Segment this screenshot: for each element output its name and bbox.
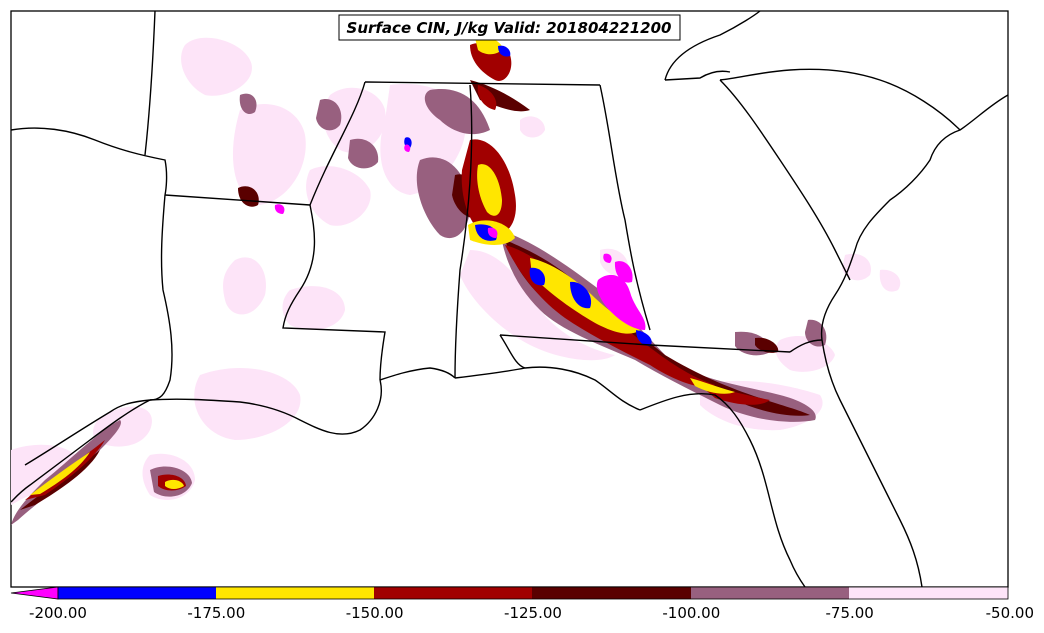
colorbar-bin-100-75 (691, 587, 849, 599)
colorbar-label: -150.00 (346, 604, 404, 622)
colorbar-bin-200-175 (58, 587, 216, 599)
colorbar-bin-150-125 (374, 587, 532, 599)
map-boundaries (10, 10, 1009, 588)
colorbar-label: -175.00 (187, 604, 245, 622)
cin-shading (11, 36, 901, 525)
colorbar-bin-125-100 (532, 587, 691, 599)
colorbar-label: -75.00 (825, 604, 873, 622)
colorbar-label: -50.00 (986, 604, 1034, 622)
map-title: Surface CIN, J/kg Valid: 201804221200 (347, 19, 672, 37)
colorbar-label: -125.00 (504, 604, 562, 622)
colorbar-bin-75-50 (849, 587, 1008, 599)
colorbar-label: -100.00 (662, 604, 720, 622)
colorbar-outline (57, 586, 1009, 600)
title-box (338, 14, 681, 41)
colorbar-extend-low (10, 586, 59, 600)
colorbar: -200.00 -175.00 -150.00 -125.00 -100.00 -75.0… (10, 586, 1034, 622)
colorbar-bin-175-150 (216, 587, 374, 599)
colorbar-label: -200.00 (29, 604, 87, 622)
